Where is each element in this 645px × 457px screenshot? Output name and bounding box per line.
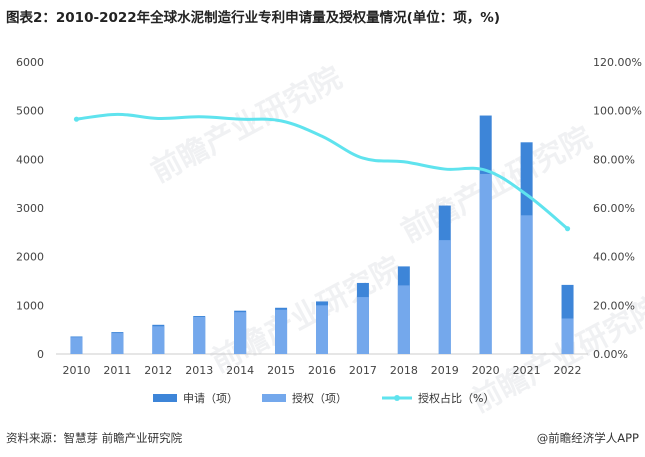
grant-bar [70,337,83,354]
grant-bar [438,240,451,354]
legend-swatch-grant [262,394,286,402]
x-tick-label: 2014 [226,364,254,377]
x-tick-label: 2015 [267,364,295,377]
grant-bar [275,309,288,354]
grant-bar [479,173,492,354]
left-tick-label: 2000 [16,251,44,264]
footer: 资料来源：智慧芽 前瞻产业研究院 @前瞻经济学人APP [6,426,639,448]
left-tick-label: 4000 [16,153,44,166]
right-tick-label: 60.00% [593,202,635,215]
grant-bar [397,285,410,354]
ratio-point-start [73,116,80,122]
legend-label-grant: 授权（项） [292,391,347,405]
legend-label-ratio: 授权占比（%） [418,391,494,405]
right-tick-label: 0.00% [593,348,628,361]
left-tick-label: 0 [37,348,44,361]
right-tick-label: 20.00% [593,299,635,312]
ratio-point-end [564,226,571,232]
x-tick-label: 2011 [103,364,131,377]
x-tick-label: 2019 [431,364,459,377]
grant-bar [356,297,369,354]
chart-title: 图表2：2010-2022年全球水泥制造行业专利申请量及授权量情况(单位：项，%… [6,10,501,26]
x-tick-label: 2021 [513,364,541,377]
right-tick-label: 80.00% [593,153,635,166]
x-tick-label: 2022 [554,364,582,377]
x-tick-label: 2013 [185,364,213,377]
legend-swatch-apply [153,394,177,402]
grant-bar [152,326,165,354]
x-tick-label: 2020 [472,364,500,377]
x-tick-label: 2012 [144,364,172,377]
left-tick-label: 6000 [16,56,44,69]
grant-bar [561,318,574,354]
left-tick-label: 5000 [16,105,44,118]
legend-marker-ratio [394,395,400,401]
grant-bar [193,317,206,354]
brand-credit: @前瞻经济学人APP [536,431,639,445]
chart-area: 0 1000 2000 3000 4000 5000 6000 0.00% 20.00% 40.… [0,30,645,424]
x-tick-label: 2017 [349,364,377,377]
grant-bar [234,312,247,354]
ratio-line [76,112,569,230]
source-note: 资料来源：智慧芽 前瞻产业研究院 [6,431,183,445]
right-tick-label: 40.00% [593,251,635,264]
grant-bar [111,333,124,354]
legend-label-apply: 申请（项） [183,392,238,405]
grant-bar [520,215,533,354]
x-tick-label: 2010 [62,364,90,377]
right-tick-label: 100.00% [593,105,642,118]
grant-bar [316,305,328,354]
left-tick-label: 3000 [16,202,44,215]
x-tick-label: 2018 [390,364,418,377]
x-tick-label: 2016 [308,364,336,377]
combo-chart: 0 1000 2000 3000 4000 5000 6000 0.00% 20.00% 40.… [16,56,642,405]
right-tick-label: 120.00% [593,56,642,69]
left-tick-label: 1000 [16,299,44,312]
